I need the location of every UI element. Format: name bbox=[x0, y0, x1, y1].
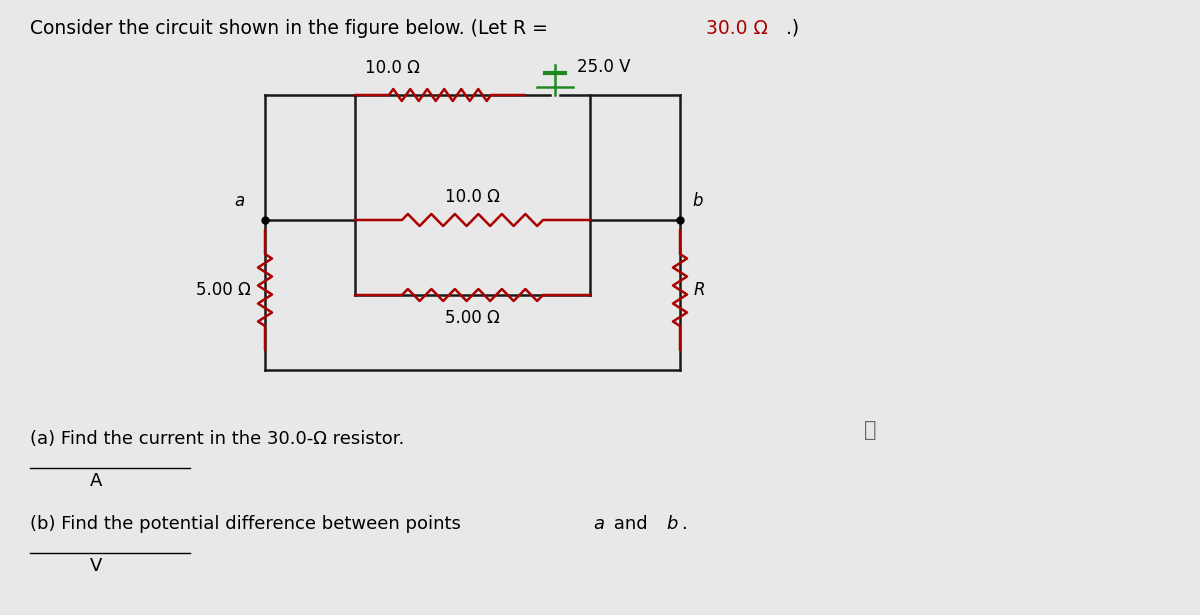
Text: (b) Find the potential difference between points: (b) Find the potential difference betwee… bbox=[30, 515, 467, 533]
Text: 5.00 Ω: 5.00 Ω bbox=[445, 309, 499, 327]
Text: 30.0 Ω: 30.0 Ω bbox=[706, 18, 768, 38]
Text: and: and bbox=[607, 515, 653, 533]
Text: b: b bbox=[666, 515, 678, 533]
Text: R: R bbox=[694, 281, 706, 299]
Text: A: A bbox=[90, 472, 102, 490]
Text: 5.00 Ω: 5.00 Ω bbox=[197, 281, 251, 299]
Text: Consider the circuit shown in the figure below. (Let R =: Consider the circuit shown in the figure… bbox=[30, 18, 554, 38]
Text: 10.0 Ω: 10.0 Ω bbox=[365, 59, 420, 77]
Text: 25.0 V: 25.0 V bbox=[577, 58, 630, 76]
Text: (a) Find the current in the 30.0-Ω resistor.: (a) Find the current in the 30.0-Ω resis… bbox=[30, 430, 404, 448]
Text: ⓘ: ⓘ bbox=[864, 420, 876, 440]
Text: .: . bbox=[680, 515, 686, 533]
Text: a: a bbox=[235, 192, 245, 210]
Text: V: V bbox=[90, 557, 102, 575]
Text: b: b bbox=[692, 192, 702, 210]
Text: .): .) bbox=[786, 18, 799, 38]
Text: a: a bbox=[593, 515, 605, 533]
Text: 10.0 Ω: 10.0 Ω bbox=[444, 188, 499, 206]
